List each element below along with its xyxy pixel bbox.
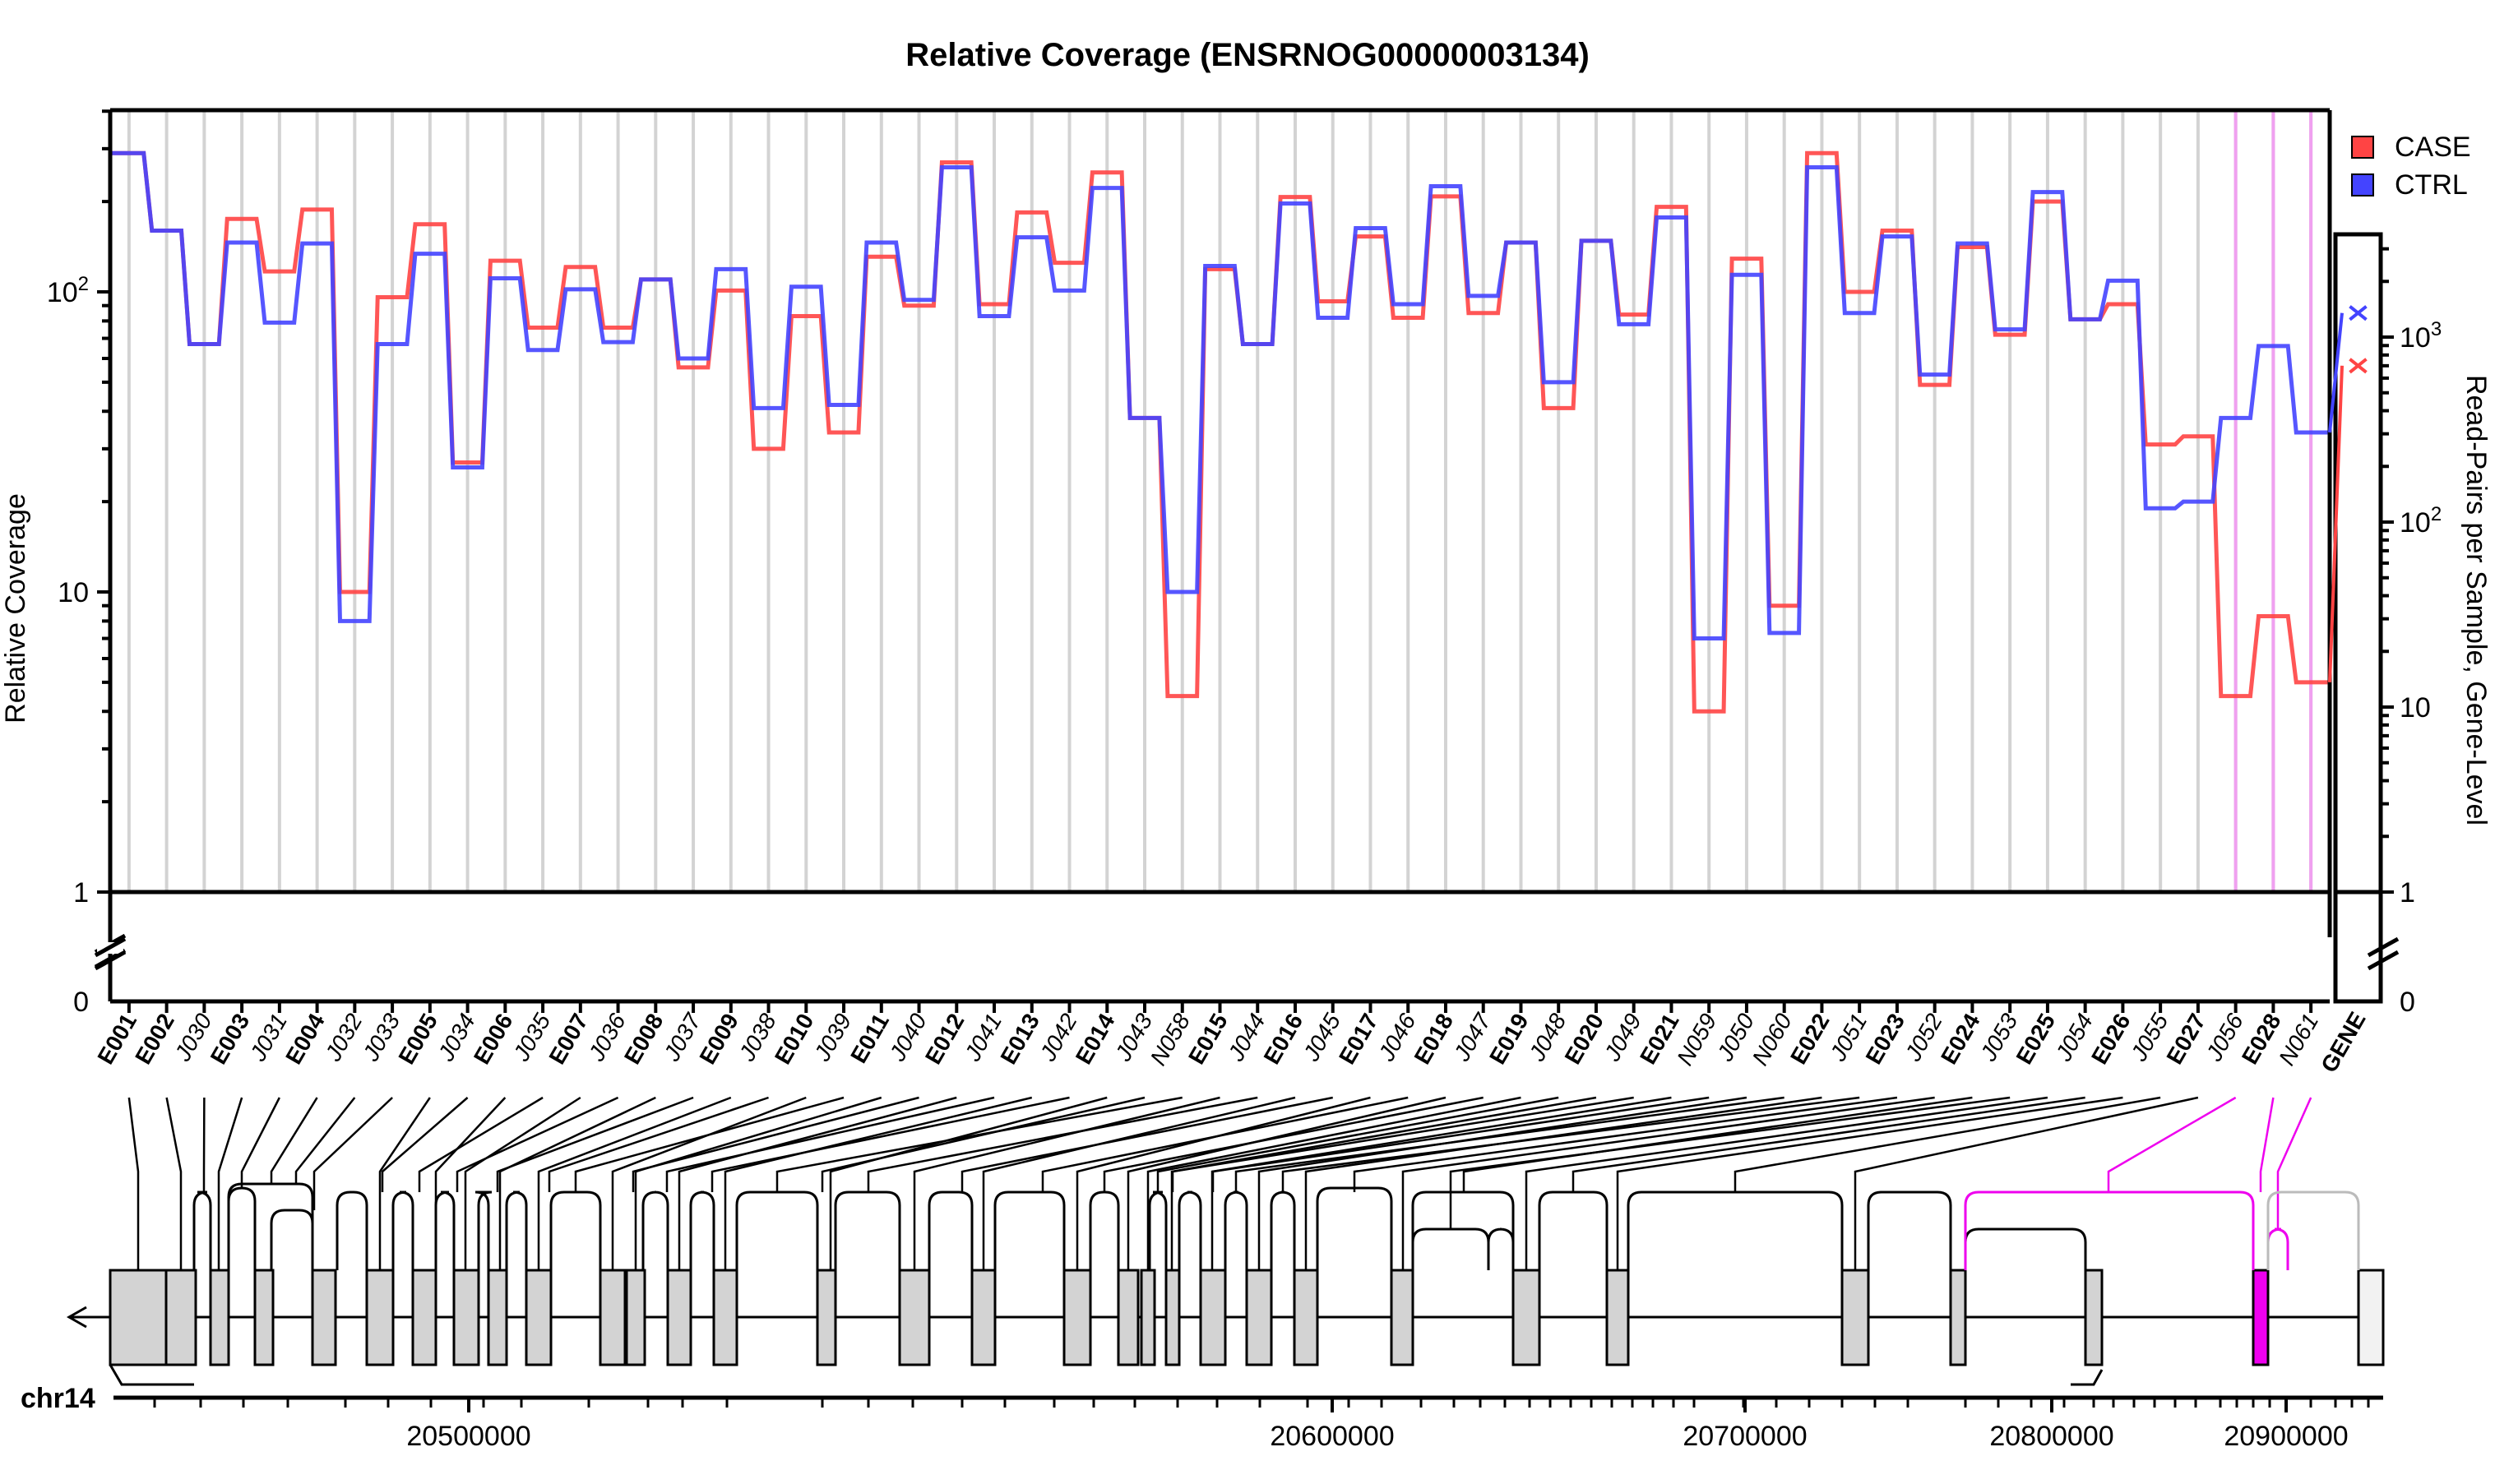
exon-block-gene-end	[2358, 1270, 2383, 1365]
legend-label-ctrl: CTRL	[2395, 169, 2468, 201]
exon-block	[312, 1270, 336, 1365]
exon-block	[1247, 1270, 1271, 1365]
exon-block	[1201, 1270, 1225, 1365]
exon-block	[1391, 1270, 1413, 1365]
exon-block	[166, 1270, 196, 1365]
exon-block	[817, 1270, 836, 1365]
exon-block	[1513, 1270, 1539, 1365]
exon-block	[1842, 1270, 1868, 1365]
exon-block	[1166, 1270, 1179, 1365]
exon-block	[454, 1270, 479, 1365]
exon-block	[2085, 1270, 2102, 1365]
legend-label-case: CASE	[2395, 132, 2471, 163]
exon-block	[526, 1270, 551, 1365]
exon-block	[1951, 1270, 1965, 1365]
genome-tick-label-20700000: 20700000	[1683, 1421, 1807, 1452]
chromosome-label: chr14	[21, 1383, 95, 1414]
exon-block	[1141, 1270, 1155, 1365]
y2-tick-label-10: 10	[2400, 692, 2431, 724]
exon-block	[488, 1270, 507, 1365]
y2-tick-label-0: 0	[2400, 987, 2415, 1018]
exon-block	[367, 1270, 393, 1365]
exon-block	[1294, 1270, 1317, 1365]
exon-block	[668, 1270, 691, 1365]
legend-swatch-case	[2352, 136, 2373, 158]
exon-block	[972, 1270, 995, 1365]
y-tick-label-1: 1	[73, 877, 89, 908]
y-axis-label: Relative Coverage	[0, 493, 31, 724]
chart-title: Relative Coverage (ENSRNOG00000003134)	[905, 37, 1590, 73]
genome-tick-label-20900000: 20900000	[2224, 1421, 2348, 1452]
legend-swatch-ctrl	[2352, 174, 2373, 196]
genome-tick-label-20800000: 20800000	[1989, 1421, 2113, 1452]
exon-block	[1607, 1270, 1628, 1365]
y-tick-label-10: 10	[58, 577, 89, 608]
exon-block	[600, 1270, 625, 1365]
y-tick-label-0: 0	[73, 987, 89, 1018]
y2-tick-label-1: 1	[2400, 877, 2415, 908]
y2-axis-label: Read-Pairs per Sample, Gene-Level	[2460, 375, 2492, 825]
genome-tick-label-20500000: 20500000	[406, 1421, 530, 1452]
exon-block	[110, 1270, 166, 1365]
exon-block	[900, 1270, 929, 1365]
exon-block	[714, 1270, 737, 1365]
genome-tick-label-20600000: 20600000	[1270, 1421, 1394, 1452]
exon-block	[255, 1270, 273, 1365]
exon-block	[1064, 1270, 1090, 1365]
exon-block	[211, 1270, 229, 1365]
exon-block	[413, 1270, 436, 1365]
exon-block	[627, 1270, 645, 1365]
exon-block	[1118, 1270, 1138, 1365]
exon-block-highlighted	[2253, 1270, 2268, 1365]
